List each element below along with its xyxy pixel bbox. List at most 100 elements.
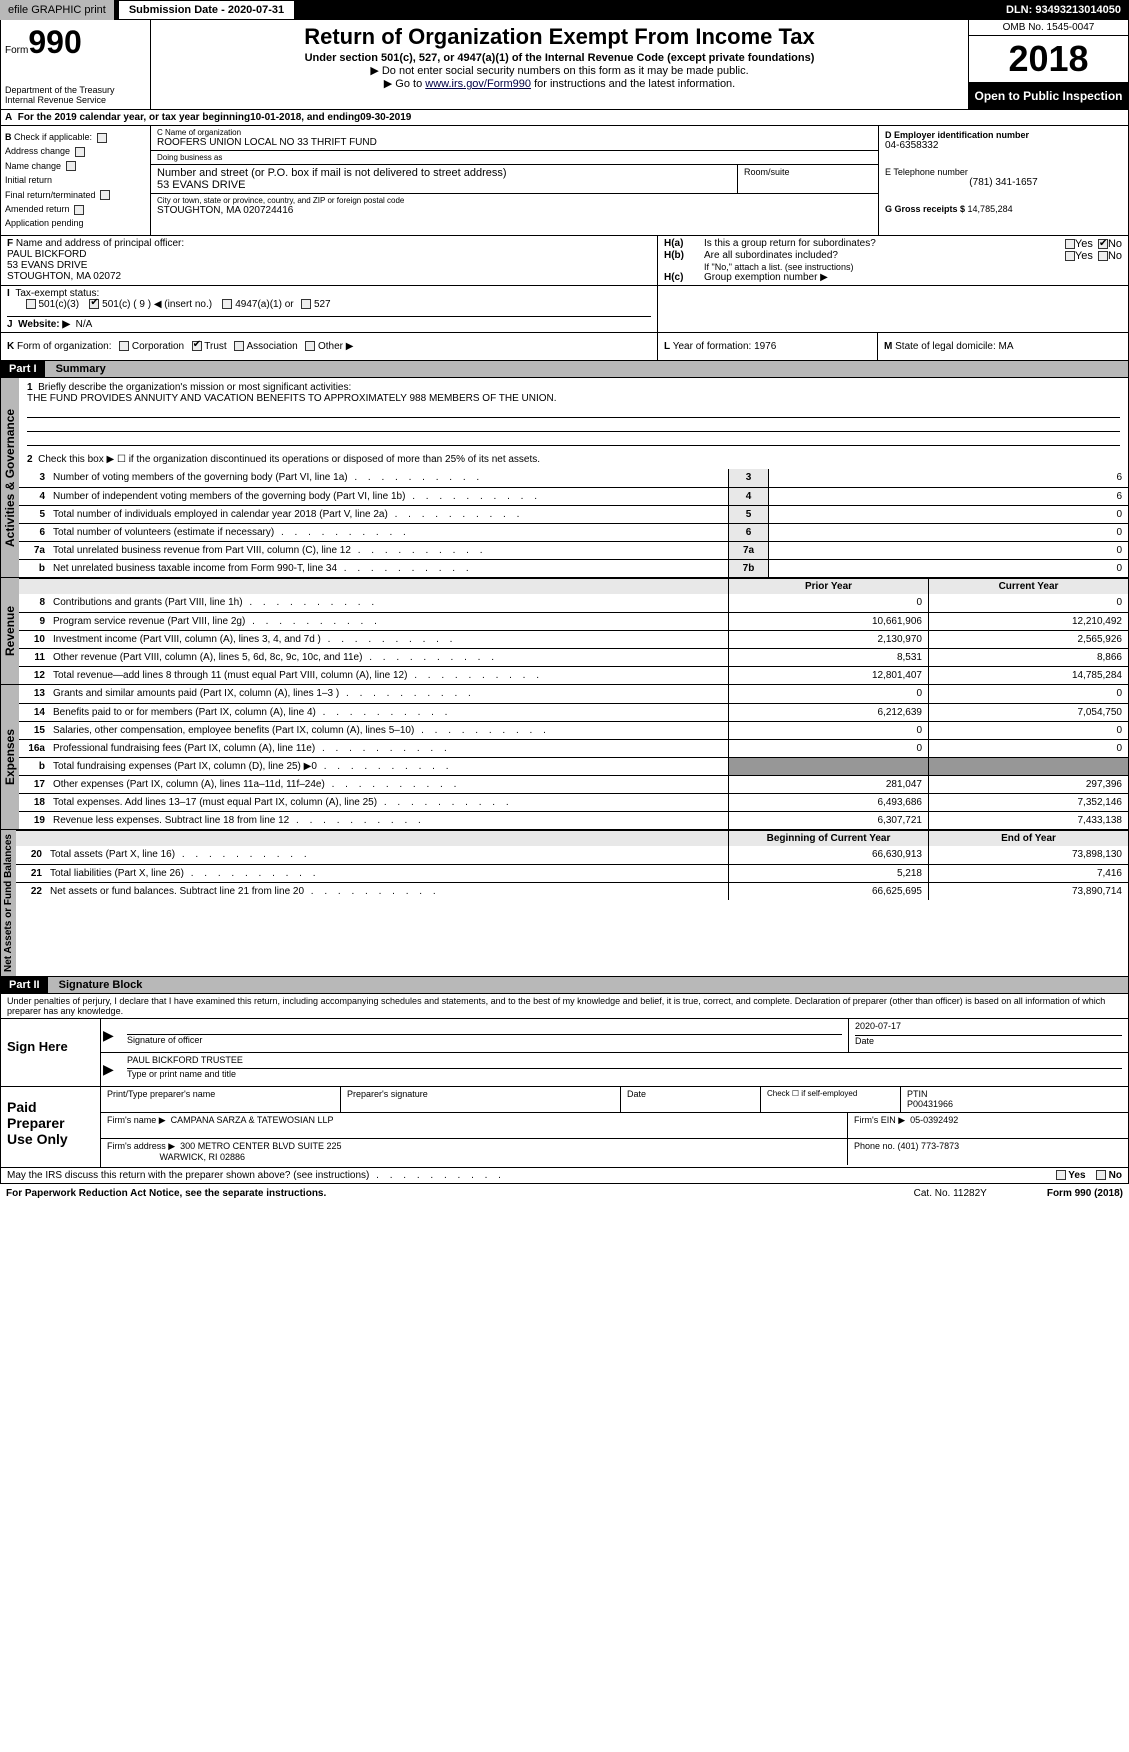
- line-desc: Total expenses. Add lines 13–17 (must eq…: [49, 795, 728, 810]
- end-year-header: End of Year: [928, 831, 1128, 846]
- checkbox-icon[interactable]: [1056, 1170, 1066, 1180]
- perjury-statement: Under penalties of perjury, I declare th…: [0, 994, 1129, 1019]
- checkbox-icon[interactable]: [75, 147, 85, 157]
- paid-preparer-label: Paid Preparer Use Only: [1, 1087, 101, 1167]
- checkbox-checked-icon[interactable]: [1098, 239, 1108, 249]
- line-desc: Benefits paid to or for members (Part IX…: [49, 705, 728, 720]
- table-row: 21 Total liabilities (Part X, line 26) 5…: [16, 864, 1128, 882]
- checkbox-icon[interactable]: [222, 299, 232, 309]
- checkbox-icon[interactable]: [1096, 1170, 1106, 1180]
- firm-addr2: WARWICK, RI 02886: [160, 1152, 246, 1162]
- line-number: 21: [16, 866, 46, 881]
- date-label: Date: [621, 1087, 761, 1112]
- prep-sig-label: Preparer's signature: [341, 1087, 621, 1112]
- line-number: 3: [19, 470, 49, 485]
- column-d-through-g: D Employer identification number 04-6358…: [878, 126, 1128, 235]
- firm-ein-label: Firm's EIN ▶: [854, 1115, 905, 1125]
- cat-no: Cat. No. 11282Y: [914, 1188, 987, 1199]
- line-desc: Net unrelated business taxable income fr…: [49, 561, 728, 576]
- self-employed-check: Check ☐ if self-employed: [761, 1087, 901, 1112]
- revenue-table: Revenue Prior Year Current Year 8 Contri…: [0, 578, 1129, 685]
- table-row: 22 Net assets or fund balances. Subtract…: [16, 882, 1128, 900]
- line-number: 5: [19, 507, 49, 522]
- current-year-value: 0: [928, 685, 1128, 703]
- line-desc: Net assets or fund balances. Subtract li…: [46, 884, 728, 899]
- officer-name-title: PAUL BICKFORD TRUSTEE: [127, 1055, 1122, 1069]
- line-desc: Other revenue (Part VIII, column (A), li…: [49, 650, 728, 665]
- checkbox-icon[interactable]: [1098, 251, 1108, 261]
- dba-label: Doing business as: [157, 153, 872, 162]
- checkbox-icon[interactable]: [100, 190, 110, 200]
- table-row: 6 Total number of volunteers (estimate i…: [19, 523, 1128, 541]
- checkbox-icon[interactable]: [119, 341, 129, 351]
- line-desc: Total number of individuals employed in …: [49, 507, 728, 522]
- activities-governance-table: Activities & Governance 1 Briefly descri…: [0, 378, 1129, 578]
- line-desc: Total liabilities (Part X, line 26): [46, 866, 728, 881]
- form-header: Form990 Department of the Treasury Inter…: [0, 20, 1129, 110]
- form-title: Return of Organization Exempt From Incom…: [159, 24, 960, 50]
- prior-year-header: Prior Year: [728, 579, 928, 594]
- prior-year-value: 0: [728, 594, 928, 612]
- line-number: 17: [19, 777, 49, 792]
- prior-year-value: 281,047: [728, 776, 928, 793]
- state-domicile: MA: [999, 341, 1014, 352]
- current-year-value: 7,433,138: [928, 812, 1128, 829]
- type-name-label: Type or print name and title: [127, 1069, 1122, 1079]
- website-value: N/A: [76, 319, 93, 330]
- prior-year-value: 10,661,906: [728, 613, 928, 630]
- header-center: Return of Organization Exempt From Incom…: [151, 20, 968, 109]
- irs-link[interactable]: www.irs.gov/Form990: [425, 78, 531, 90]
- part-1-header: Part I Summary: [0, 361, 1129, 378]
- firm-phone-value: (401) 773-7873: [898, 1141, 960, 1151]
- line-desc: Contributions and grants (Part VIII, lin…: [49, 595, 728, 610]
- line-value: 0: [768, 506, 1128, 523]
- header-left: Form990 Department of the Treasury Inter…: [1, 20, 151, 109]
- line-box-num: 7a: [728, 542, 768, 559]
- checkbox-icon[interactable]: [305, 341, 315, 351]
- may-irs-discuss-row: May the IRS discuss this return with the…: [0, 1168, 1129, 1184]
- hb-note: If "No," attach a list. (see instruction…: [664, 262, 1122, 272]
- table-row: 12 Total revenue—add lines 8 through 11 …: [19, 666, 1128, 684]
- part-2-title: Signature Block: [51, 977, 151, 993]
- checkbox-icon[interactable]: [1065, 251, 1075, 261]
- table-row: 14 Benefits paid to or for members (Part…: [19, 703, 1128, 721]
- checkbox-icon[interactable]: [66, 161, 76, 171]
- ptin-label: PTIN: [907, 1089, 1122, 1099]
- table-row: 16a Professional fundraising fees (Part …: [19, 739, 1128, 757]
- checkbox-checked-icon[interactable]: [89, 299, 99, 309]
- paperwork-note: For Paperwork Reduction Act Notice, see …: [6, 1188, 326, 1199]
- c-name-label: C Name of organization: [157, 128, 872, 137]
- row-i-tax-status: I Tax-exempt status: 501(c)(3) 501(c) ( …: [0, 286, 1129, 333]
- dln-label: DLN: 93493213014050: [998, 0, 1129, 20]
- line-box-num: 7b: [728, 560, 768, 577]
- revenue-label: Revenue: [1, 578, 19, 684]
- checkbox-icon[interactable]: [234, 341, 244, 351]
- table-row: 20 Total assets (Part X, line 16) 66,630…: [16, 846, 1128, 864]
- checkbox-icon[interactable]: [97, 133, 107, 143]
- checkbox-icon[interactable]: [26, 299, 36, 309]
- paid-preparer-section: Paid Preparer Use Only Print/Type prepar…: [0, 1087, 1129, 1168]
- tax-year: 2018: [969, 36, 1128, 83]
- form-footer-label: Form 990 (2018): [1047, 1188, 1123, 1199]
- officer-addr2: STOUGHTON, MA 02072: [7, 271, 121, 282]
- expenses-table: Expenses 13 Grants and similar amounts p…: [0, 685, 1129, 830]
- governance-lines: 3 Number of voting members of the govern…: [19, 469, 1128, 577]
- room-suite-label: Room/suite: [738, 165, 878, 193]
- current-year-value: 73,890,714: [928, 883, 1128, 900]
- net-assets-table: Net Assets or Fund Balances Beginning of…: [0, 830, 1129, 977]
- checkbox-icon[interactable]: [301, 299, 311, 309]
- firm-addr1: 300 METRO CENTER BLVD SUITE 225: [180, 1141, 341, 1151]
- checkbox-checked-icon[interactable]: [192, 341, 202, 351]
- arrow-icon: ▶: [101, 1053, 121, 1086]
- table-row: 4 Number of independent voting members o…: [19, 487, 1128, 505]
- prior-year-value: 6,212,639: [728, 704, 928, 721]
- submission-date: Submission Date - 2020-07-31: [118, 0, 295, 20]
- current-year-value: 73,898,130: [928, 846, 1128, 864]
- final-return-label: Final return/terminated: [5, 190, 96, 200]
- line-box-num: 4: [728, 488, 768, 505]
- checkbox-icon[interactable]: [74, 205, 84, 215]
- checkbox-icon[interactable]: [1065, 239, 1075, 249]
- table-row: 5 Total number of individuals employed i…: [19, 505, 1128, 523]
- line-desc: Other expenses (Part IX, column (A), lin…: [49, 777, 728, 792]
- table-row: 17 Other expenses (Part IX, column (A), …: [19, 775, 1128, 793]
